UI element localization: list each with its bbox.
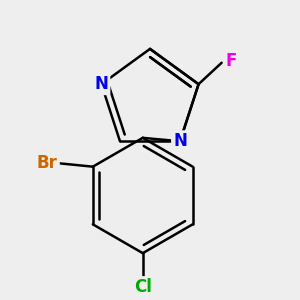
Text: Cl: Cl	[134, 278, 152, 296]
Text: F: F	[225, 52, 236, 70]
Text: Br: Br	[37, 154, 58, 172]
Text: N: N	[173, 132, 187, 150]
Text: N: N	[94, 75, 108, 93]
